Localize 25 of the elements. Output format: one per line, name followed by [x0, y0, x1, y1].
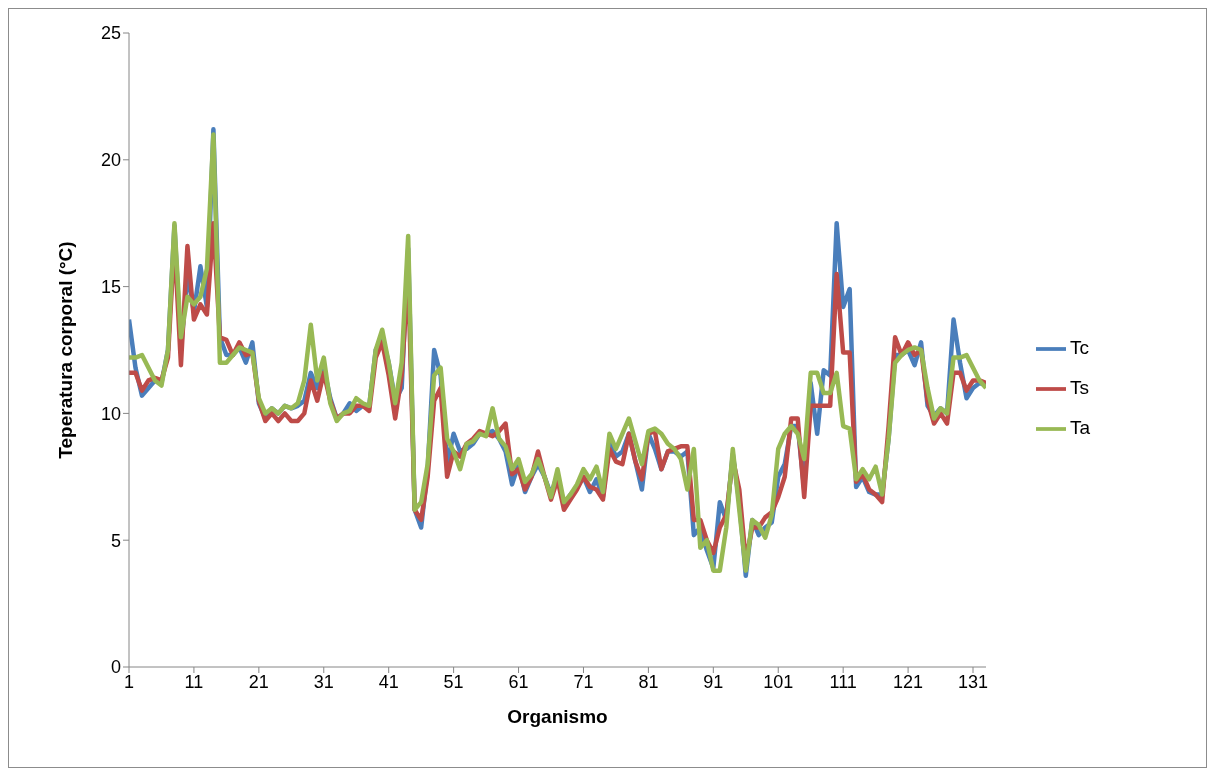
x-tick-label: 11	[184, 671, 204, 692]
x-tick-label: 131	[957, 671, 989, 692]
y-tick-label: 5	[110, 530, 121, 551]
y-axis-title: Teperatura corporal (°C)	[54, 241, 76, 459]
y-tick-label: 0	[110, 657, 121, 678]
x-tick-label: 61	[508, 671, 529, 692]
x-tick-label: 21	[248, 671, 269, 692]
y-tick-label: 25	[100, 23, 121, 44]
x-tick-label: 71	[573, 671, 594, 692]
x-tick-label: 101	[763, 671, 794, 692]
x-tick-label: 1	[123, 671, 135, 692]
x-tick-label: 81	[638, 671, 659, 692]
y-tick-label: 10	[100, 403, 121, 424]
x-tick-label: 121	[893, 671, 924, 692]
legend-label: Ts	[1070, 377, 1089, 398]
x-tick-label: 91	[703, 671, 724, 692]
legend-label: Ta	[1070, 417, 1091, 438]
x-axis-title: Organismo	[507, 706, 608, 727]
y-tick-label: 15	[100, 276, 121, 297]
x-tick-label: 41	[378, 671, 399, 692]
legend-label: Tc	[1070, 337, 1089, 358]
x-tick-label: 31	[313, 671, 334, 692]
x-tick-label: 51	[443, 671, 464, 692]
y-tick-label: 20	[100, 150, 121, 171]
x-tick-label: 111	[829, 671, 857, 692]
